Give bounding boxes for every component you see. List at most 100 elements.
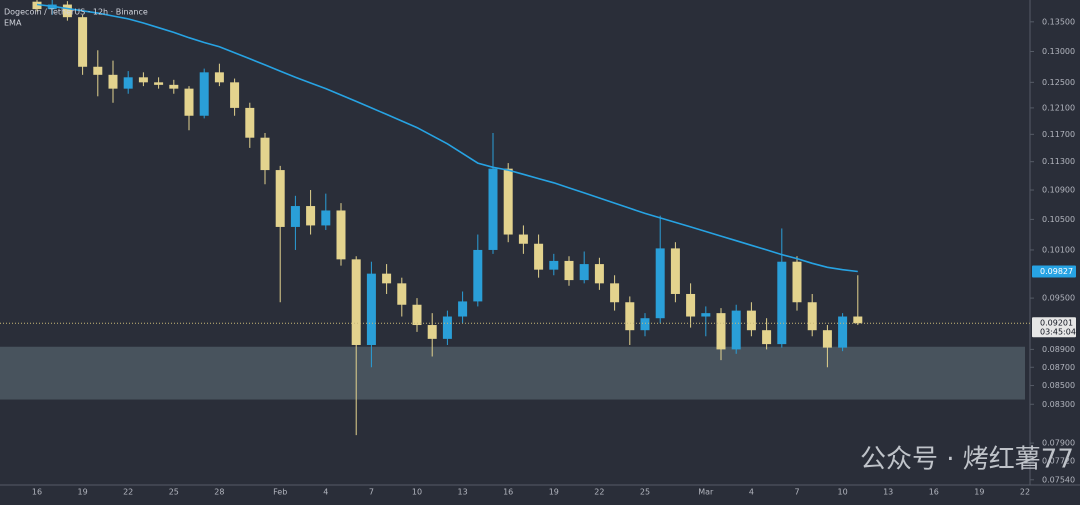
y-tick-label: 0.10100 bbox=[1042, 245, 1075, 254]
candle-body bbox=[777, 261, 787, 345]
candle-body bbox=[397, 283, 407, 305]
x-tick-label: 10 bbox=[412, 488, 422, 497]
candle-body bbox=[594, 264, 604, 284]
candle-body bbox=[670, 248, 680, 294]
x-tick-label: 16 bbox=[929, 488, 939, 497]
x-tick-label: 22 bbox=[1020, 488, 1030, 497]
candle-body bbox=[640, 318, 650, 331]
chart-title: Dogecoin / TetherUS · 12h · Binance bbox=[4, 8, 148, 17]
candle-body bbox=[610, 283, 620, 303]
y-tick-label: 0.08700 bbox=[1042, 363, 1075, 372]
candle-body bbox=[458, 301, 468, 317]
candle-body bbox=[412, 304, 422, 326]
y-tick-label: 0.10500 bbox=[1042, 215, 1075, 224]
x-tick-label: 4 bbox=[323, 488, 328, 497]
x-tick-label: 19 bbox=[549, 488, 559, 497]
candle-body bbox=[701, 313, 711, 317]
y-tick-label: 0.11700 bbox=[1042, 130, 1075, 139]
candle-body bbox=[838, 316, 848, 348]
x-tick-label: Feb bbox=[273, 488, 287, 497]
candle-body bbox=[108, 74, 118, 89]
price-label: 0.09201 bbox=[1040, 319, 1073, 328]
candle-body bbox=[564, 260, 574, 281]
candle-body bbox=[382, 273, 392, 284]
candle-body bbox=[503, 168, 513, 235]
candle-body bbox=[792, 261, 802, 303]
candle-body bbox=[93, 66, 103, 75]
y-tick-label: 0.07720 bbox=[1042, 457, 1075, 466]
candle-body bbox=[822, 330, 832, 348]
candle-body bbox=[169, 84, 179, 89]
support-zone bbox=[0, 346, 1025, 400]
candle-body bbox=[534, 243, 544, 270]
candle-body bbox=[321, 210, 331, 226]
x-tick-label: 19 bbox=[78, 488, 88, 497]
candle-body bbox=[230, 82, 240, 108]
x-tick-label: 19 bbox=[974, 488, 984, 497]
candle-body bbox=[442, 316, 452, 339]
countdown: 03:45:04 bbox=[1040, 328, 1076, 337]
candle-body bbox=[473, 249, 483, 302]
ema-line bbox=[36, 3, 858, 273]
y-tick-label: 0.12500 bbox=[1042, 78, 1075, 87]
plot bbox=[32, 0, 863, 436]
x-tick-label: 7 bbox=[794, 488, 799, 497]
candle-body bbox=[807, 302, 817, 331]
candle-body bbox=[275, 170, 285, 227]
candle-body bbox=[123, 77, 133, 89]
candle-body bbox=[549, 260, 559, 270]
x-tick-label: 4 bbox=[749, 488, 754, 497]
indicator-label: EMA bbox=[4, 19, 22, 28]
y-tick-label: 0.07900 bbox=[1042, 439, 1075, 448]
y-tick-label: 0.08500 bbox=[1042, 381, 1075, 390]
x-tick-label: 7 bbox=[369, 488, 374, 497]
candle-body bbox=[138, 77, 148, 83]
x-tick-label: 13 bbox=[458, 488, 468, 497]
candle-body bbox=[853, 316, 863, 324]
candle-body bbox=[488, 168, 498, 250]
candle-body bbox=[762, 330, 772, 345]
x-tick-label: 22 bbox=[123, 488, 133, 497]
y-tick-label: 0.08300 bbox=[1042, 400, 1075, 409]
watermark: 公众号 · 烤红薯77 bbox=[860, 445, 1074, 475]
candle-body bbox=[716, 313, 726, 350]
candle-body bbox=[62, 4, 72, 18]
y-tick-label: 0.10900 bbox=[1042, 186, 1075, 195]
candle-body bbox=[579, 264, 589, 281]
x-tick-label: 16 bbox=[32, 488, 42, 497]
candle-body bbox=[154, 82, 164, 85]
candle-body bbox=[78, 17, 88, 67]
y-tick-label: 0.13500 bbox=[1042, 17, 1075, 26]
ema-label-box bbox=[1032, 265, 1076, 278]
candle-body bbox=[245, 107, 255, 138]
zone-layer bbox=[0, 346, 1025, 400]
candle-body bbox=[306, 206, 316, 226]
x-tick-label: 28 bbox=[214, 488, 224, 497]
ema-label: 0.09827 bbox=[1040, 267, 1073, 276]
candle-body bbox=[260, 137, 270, 171]
candle-body bbox=[427, 325, 437, 339]
candle-body bbox=[731, 310, 741, 350]
x-tick-label: 10 bbox=[838, 488, 848, 497]
x-tick-label: Mar bbox=[698, 488, 714, 497]
candle-body bbox=[366, 273, 376, 345]
y-tick-label: 0.09500 bbox=[1042, 294, 1075, 303]
x-tick-label: 22 bbox=[594, 488, 604, 497]
candle-body bbox=[290, 206, 300, 227]
candle-body bbox=[686, 293, 696, 317]
candle-body bbox=[184, 88, 194, 116]
candle-body bbox=[746, 310, 756, 331]
x-tick-label: 25 bbox=[640, 488, 650, 497]
y-tick-label: 0.08900 bbox=[1042, 345, 1075, 354]
candle-body bbox=[518, 234, 528, 244]
y-tick-label: 0.11300 bbox=[1042, 157, 1075, 166]
price-label-box bbox=[1032, 317, 1076, 338]
candle-body bbox=[199, 72, 209, 116]
candle-body bbox=[32, 1, 42, 10]
x-tick-label: 13 bbox=[883, 488, 893, 497]
candle-body bbox=[655, 248, 665, 319]
y-tick-label: 0.07540 bbox=[1042, 475, 1075, 484]
x-tick-label: 16 bbox=[503, 488, 513, 497]
candle-body bbox=[336, 210, 346, 260]
